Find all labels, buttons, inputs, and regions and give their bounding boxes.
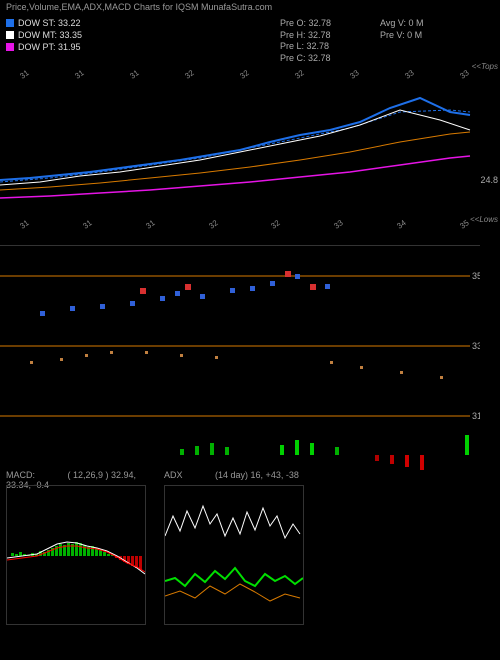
adx-panel bbox=[164, 485, 304, 625]
x-axis-mid: 3131313232333435 bbox=[0, 220, 480, 235]
bottom-panels: MACD: ( 12,26,9 ) 32.94, 33.34, -0.4 ADX… bbox=[6, 485, 304, 625]
macd-panel bbox=[6, 485, 146, 625]
legend-item: DOW PT: 31.95 bbox=[6, 42, 82, 52]
histogram-panel bbox=[0, 435, 480, 475]
svg-text:31: 31 bbox=[472, 411, 480, 421]
dots-panel: 35 33 31 bbox=[0, 245, 480, 425]
price-chart bbox=[0, 60, 480, 210]
legend-item: DOW ST: 33.22 bbox=[6, 18, 82, 28]
y-tick-price: 24.8 bbox=[480, 175, 498, 185]
volume-info: Avg V: 0 MPre V: 0 M bbox=[380, 18, 424, 41]
page-title: Price,Volume,EMA,ADX,MACD Charts for IQS… bbox=[6, 2, 272, 12]
tops-label: <<Tops bbox=[472, 62, 498, 71]
legend: DOW ST: 33.22 DOW MT: 33.35 DOW PT: 31.95 bbox=[6, 18, 82, 54]
svg-text:33: 33 bbox=[472, 341, 480, 351]
legend-item: DOW MT: 33.35 bbox=[6, 30, 82, 40]
ohlc-info: Pre O: 32.78Pre H: 32.78Pre L: 32.78Pre … bbox=[280, 18, 331, 65]
adx-label: ADX (14 day) 16, +43, -38 bbox=[164, 470, 299, 480]
svg-text:35: 35 bbox=[472, 271, 480, 281]
